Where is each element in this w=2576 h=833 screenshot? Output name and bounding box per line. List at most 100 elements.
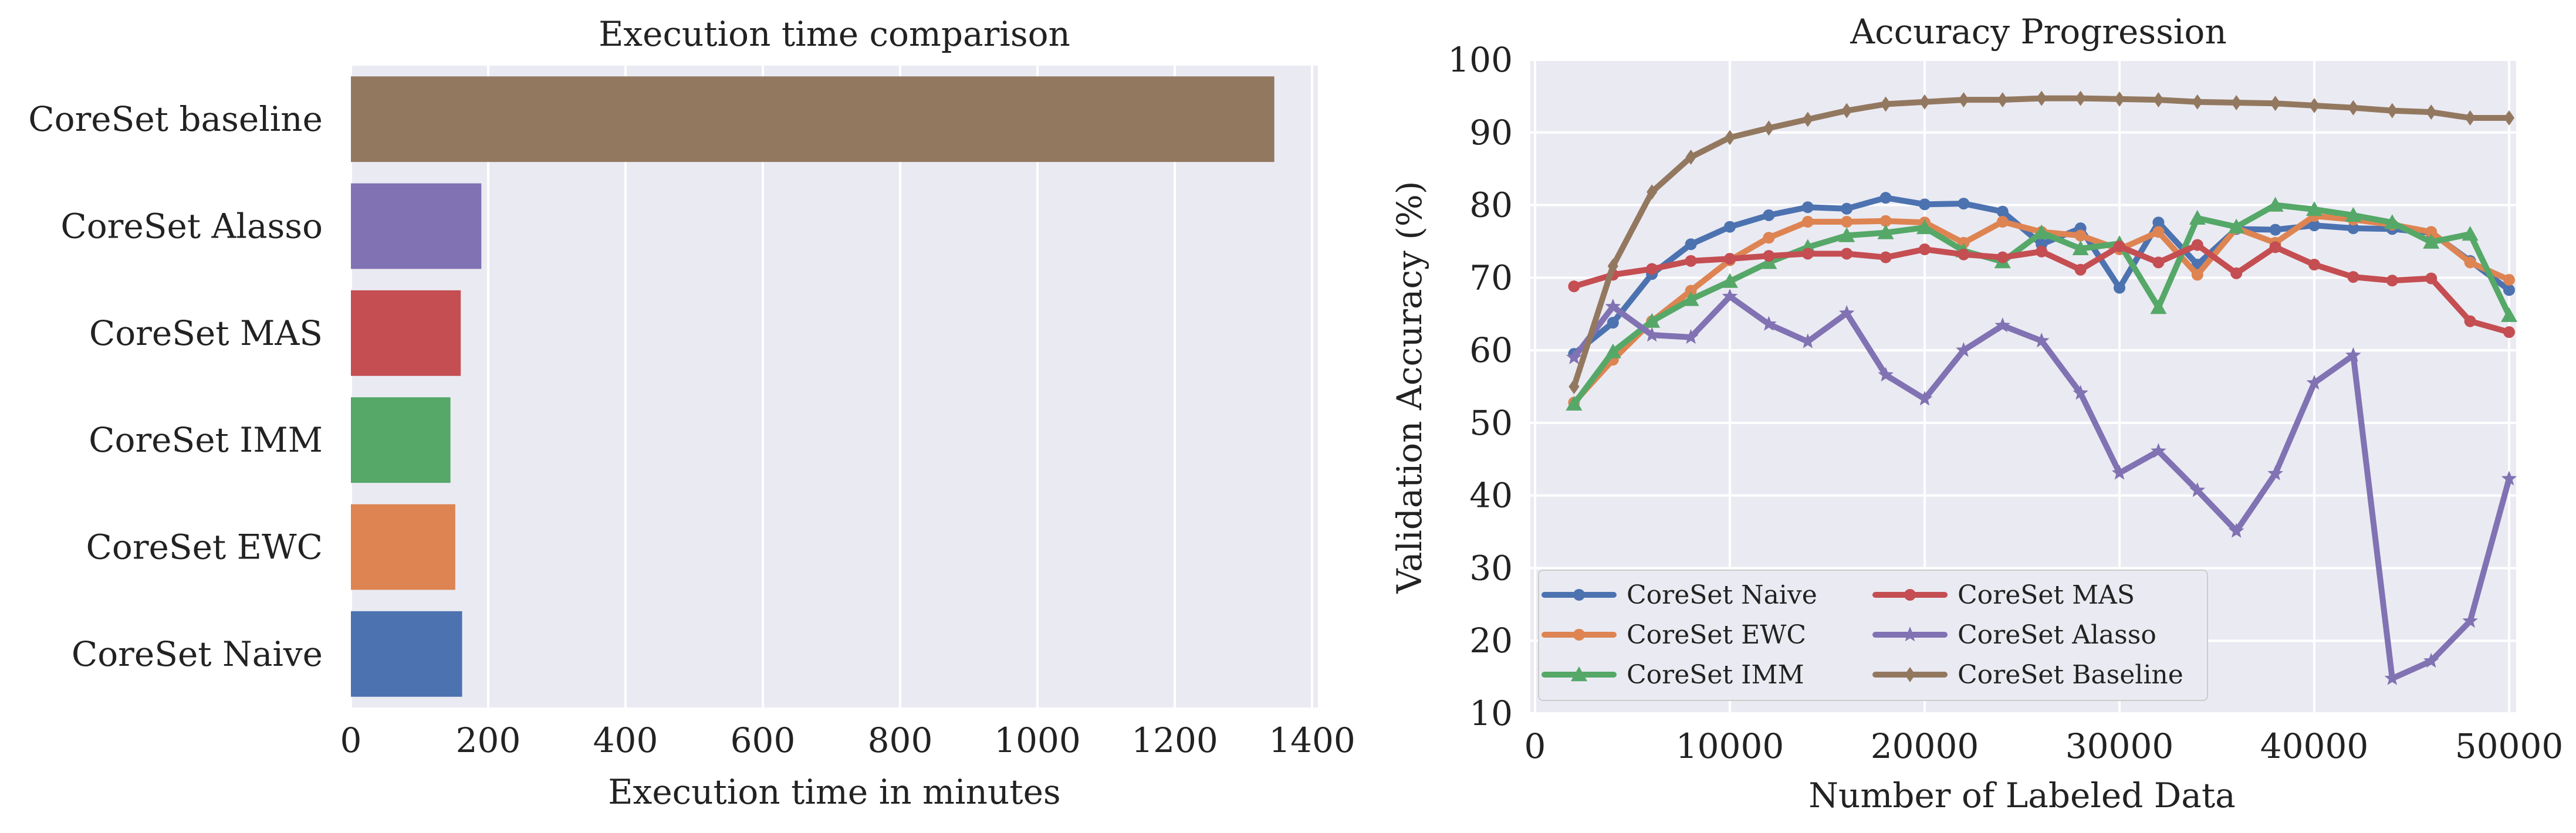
data-point — [2114, 282, 2125, 294]
data-point — [1683, 329, 1699, 344]
x-tick-label: 200 — [456, 720, 521, 760]
y-tick-label: 70 — [1469, 258, 1513, 297]
line-chart-title: Accuracy Progression — [1850, 12, 2226, 52]
data-point — [2345, 206, 2362, 222]
data-point — [2308, 219, 2320, 232]
data-point — [2464, 256, 2476, 269]
data-point — [2152, 216, 2165, 229]
x-tick-label: 600 — [731, 720, 796, 760]
legend-item: CoreSet Alasso — [1872, 620, 2156, 650]
data-point — [2114, 91, 2125, 107]
data-point — [2191, 269, 2203, 281]
x-tick-label: 800 — [868, 720, 933, 760]
x-tick-label: 20000 — [1871, 726, 1979, 766]
data-point — [2386, 275, 2398, 287]
bar — [351, 76, 1275, 162]
data-point — [1644, 313, 1661, 328]
data-point — [2464, 315, 2476, 327]
category-label: CoreSet baseline — [28, 99, 323, 139]
data-point — [2033, 224, 2050, 239]
legend-swatch-marker — [1573, 629, 1585, 641]
data-point — [1877, 224, 1894, 239]
x-tick-label: 10000 — [1676, 726, 1784, 766]
data-point — [2426, 104, 2437, 120]
data-point — [1604, 343, 1621, 358]
bar — [351, 611, 462, 697]
data-point — [2228, 523, 2244, 538]
legend-label: CoreSet IMM — [1627, 660, 1804, 690]
data-point — [1568, 379, 1580, 394]
data-point — [1605, 298, 1621, 314]
y-tick-label: 20 — [1469, 621, 1513, 661]
execution-time-chart: CoreSet baseline CoreSet Alasso CoreSet MA… — [28, 14, 1355, 812]
data-point — [2503, 326, 2515, 338]
y-tick-label: 100 — [1448, 40, 1513, 80]
data-point — [2114, 241, 2125, 253]
x-tick-label: 1200 — [1131, 720, 1218, 760]
data-point — [1841, 216, 1853, 228]
data-point — [2306, 374, 2323, 390]
data-point — [2345, 347, 2361, 363]
data-point — [2267, 197, 2284, 212]
data-point — [1722, 273, 1738, 288]
data-point — [2189, 482, 2206, 497]
data-point — [2230, 267, 2243, 279]
data-point — [1956, 342, 1972, 357]
line-chart-y-axis-label: Validation Accuracy (%) — [1390, 181, 1429, 594]
data-point — [1724, 130, 1736, 145]
legend-item: CoreSet Baseline — [1872, 660, 2183, 690]
data-point — [2347, 271, 2359, 283]
y-tick-label: 30 — [1469, 548, 1513, 588]
x-tick-label: 1400 — [1269, 720, 1355, 760]
data-point — [2151, 443, 2166, 458]
data-point — [1994, 317, 2011, 333]
bar — [351, 397, 451, 483]
x-tick-labels: 0 200 400 600 800 1000 1200 1400 — [340, 720, 1355, 760]
data-point — [2150, 299, 2167, 314]
data-point — [1682, 291, 1699, 306]
data-point — [1801, 201, 1814, 214]
data-point — [1801, 216, 1814, 228]
data-point — [1724, 253, 1736, 265]
data-point — [2267, 465, 2283, 480]
data-point — [1763, 232, 1775, 244]
legend-item: CoreSet Naive — [1541, 580, 1817, 610]
y-tick-label: 50 — [1469, 403, 1513, 443]
data-point — [1880, 96, 1891, 112]
legend-item: CoreSet EWC — [1541, 620, 1806, 650]
data-point — [1996, 205, 2009, 218]
data-point — [1802, 111, 1813, 127]
data-point — [2503, 274, 2515, 286]
data-point — [2231, 95, 2242, 111]
data-point — [1607, 317, 1619, 329]
x-tick-label: 400 — [593, 720, 658, 760]
data-point — [1958, 248, 1970, 260]
data-point — [1566, 349, 1582, 364]
data-point — [2191, 239, 2203, 251]
legend-label: CoreSet EWC — [1627, 620, 1806, 650]
x-tick-label: 30000 — [2065, 726, 2174, 766]
data-point — [1996, 251, 2009, 263]
data-point — [1763, 120, 1774, 136]
category-label: CoreSet MAS — [89, 313, 323, 353]
data-point — [2423, 233, 2440, 249]
data-point — [1919, 198, 1931, 211]
legend-swatch-marker — [1571, 666, 1587, 682]
y-tick-label: 40 — [1469, 476, 1513, 516]
category-label: CoreSet EWC — [86, 527, 323, 567]
legend-swatch-marker — [1904, 589, 1916, 601]
bar — [351, 290, 461, 376]
data-point — [2189, 209, 2206, 225]
data-point — [1722, 288, 1738, 303]
legend-swatch-marker — [1573, 589, 1585, 601]
bar-chart-title: Execution time comparison — [599, 14, 1070, 54]
data-point — [1879, 251, 1892, 263]
data-point — [2386, 103, 2398, 118]
data-point — [2308, 97, 2320, 113]
category-labels: CoreSet baseline CoreSet Alasso CoreSet MA… — [28, 99, 323, 674]
data-point — [2111, 465, 2128, 480]
data-point — [2465, 110, 2476, 126]
legend-label: CoreSet Alasso — [1958, 620, 2156, 650]
data-point — [2074, 229, 2087, 242]
data-point — [2153, 92, 2164, 108]
